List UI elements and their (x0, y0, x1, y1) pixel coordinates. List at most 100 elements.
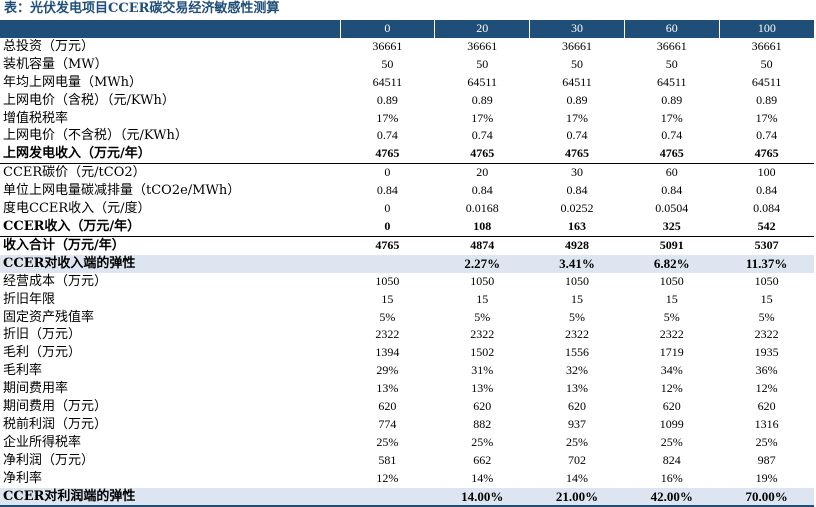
value-cell: 36661 (751, 38, 782, 53)
value-cell (340, 254, 435, 273)
value-cell: 0.74 (471, 128, 493, 143)
table-row: 期间费用（万元） 620 620 620 620 620 (0, 398, 814, 416)
header-cell: 100 (718, 20, 814, 38)
value-cell: 15 (381, 291, 394, 306)
value-cell: 30 (570, 165, 583, 180)
table-row: 上网电价（不含税）（元/KWh） 0.74 0.74 0.74 0.74 0.74 (0, 127, 814, 145)
value-cell: 620 (757, 399, 776, 414)
row-label: CCER对收入端的弹性 (0, 254, 340, 273)
row-label: 经营成本（万元） (3, 273, 108, 289)
value-cell: 21.00% (529, 487, 625, 507)
value-cell: 14.00% (434, 487, 530, 507)
value-cell: 0.74 (376, 128, 398, 143)
row-label: 装机容量（MW） (3, 56, 108, 72)
value-cell: 1050 (375, 273, 400, 288)
value-cell: 0.84 (661, 183, 683, 198)
value-cell: 50 (760, 56, 773, 71)
value-cell: 4765 (719, 145, 814, 165)
value-cell: 4765 (624, 145, 720, 165)
value-cell: 1050 (470, 273, 495, 288)
value-cell: 25% (755, 434, 778, 449)
table-row: CCER收入（万元/年） 0 108 163 325 542 (0, 217, 814, 237)
value-cell: 0.0252 (560, 201, 594, 216)
sensitivity-table: 0 20 30 60 100 总投资（万元） 36661 36661 36661 366… (0, 20, 814, 507)
value-cell: 620 (567, 399, 586, 414)
row-label: 毛利（万元） (3, 345, 82, 361)
header-cell: 30 (529, 20, 625, 38)
row-label: 上网发电收入（万元/年） (0, 145, 340, 165)
value-cell: 882 (473, 416, 492, 431)
row-label: CCER碳价（元/tCO2） (3, 165, 146, 181)
value-cell: 14% (471, 470, 494, 485)
value-cell: 0.84 (756, 183, 778, 198)
value-cell: 36% (755, 363, 778, 378)
value-cell: 34% (660, 363, 683, 378)
value-cell: 13% (376, 381, 399, 396)
value-cell: 4928 (564, 237, 589, 252)
value-cell: 2322 (375, 327, 400, 342)
value-cell: 1099 (659, 416, 684, 431)
value-cell: 1556 (564, 345, 589, 360)
value-cell: 2322 (754, 327, 779, 342)
value-cell: 25% (376, 434, 399, 449)
value-cell: 15 (760, 291, 773, 306)
value-cell: 1050 (564, 273, 589, 288)
value-cell: 542 (719, 217, 814, 237)
value-cell: 19% (755, 470, 778, 485)
value-cell: 13% (471, 381, 494, 396)
value-cell: 64511 (751, 74, 782, 89)
row-label: 税前利润（万元） (3, 416, 108, 432)
value-cell: 15 (570, 291, 583, 306)
row-label: 增值税税率 (3, 110, 69, 126)
row-label: 上网电价（不含税）（元/KWh） (3, 128, 188, 144)
table-row: 总投资（万元） 36661 36661 36661 36661 36661 (0, 38, 814, 56)
value-cell: 1935 (754, 345, 779, 360)
row-label: 净利润（万元） (3, 452, 95, 468)
value-cell: 937 (567, 416, 586, 431)
value-cell: 100 (757, 165, 776, 180)
table-row: 增值税税率 17% 17% 17% 17% 17% (0, 110, 814, 128)
value-cell: 163 (529, 217, 625, 237)
value-cell: 32% (565, 363, 588, 378)
value-cell: 6.82% (624, 254, 720, 273)
value-cell: 4765 (434, 145, 530, 165)
value-cell: 2322 (470, 327, 495, 342)
value-cell: 17% (660, 110, 683, 125)
value-cell: 108 (434, 217, 530, 237)
value-cell: 0.89 (661, 92, 683, 107)
value-cell: 5091 (659, 237, 684, 252)
value-cell: 64511 (657, 74, 687, 89)
table-row: 毛利率 29% 31% 32% 34% 36% (0, 362, 814, 380)
value-cell: 824 (662, 452, 681, 467)
value-cell: 12% (376, 470, 399, 485)
value-cell: 50 (381, 56, 394, 71)
row-label: 单位上网电量碳减排量（tCO2e/MWh） (3, 183, 241, 199)
table-row: 期间费用率 13% 13% 13% 12% 12% (0, 380, 814, 398)
row-label: CCER收入（万元/年） (0, 217, 340, 237)
row-label: 收入合计（万元/年） (3, 237, 125, 253)
value-cell: 12% (660, 381, 683, 396)
value-cell: 17% (755, 110, 778, 125)
value-cell: 987 (757, 452, 776, 467)
value-cell: 36661 (372, 38, 403, 53)
value-cell: 17% (565, 110, 588, 125)
table-title: 表：光伏发电项目CCER碳交易经济敏感性测算 (4, 1, 280, 16)
value-cell: 36661 (656, 38, 687, 53)
value-cell: 5% (474, 309, 491, 324)
value-cell: 0.84 (471, 183, 493, 198)
row-label: 固定资产残值率 (3, 309, 95, 325)
value-cell: 20 (476, 165, 489, 180)
value-cell: 702 (567, 452, 586, 467)
value-cell: 70.00% (719, 487, 814, 507)
value-cell: 25% (660, 434, 683, 449)
value-cell: 1394 (375, 345, 400, 360)
value-cell: 2.27% (434, 254, 530, 273)
table-row: 度电CCER收入（元/度） 0 0.0168 0.0252 0.0504 0.084 (0, 200, 814, 218)
value-cell: 4765 (375, 237, 400, 252)
value-cell: 50 (665, 56, 678, 71)
value-cell: 17% (471, 110, 494, 125)
table-row: 企业所得税率 25% 25% 25% 25% 25% (0, 434, 814, 452)
value-cell: 0.89 (471, 92, 493, 107)
value-cell: 31% (471, 363, 494, 378)
value-cell: 1050 (659, 273, 684, 288)
